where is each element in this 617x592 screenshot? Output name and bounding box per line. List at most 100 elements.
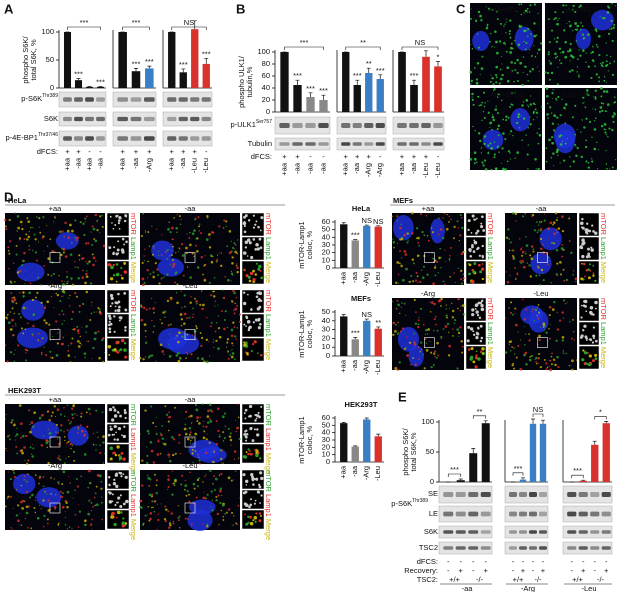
puncta xyxy=(143,255,145,257)
x-tick-label: -aa xyxy=(73,157,82,169)
puncta xyxy=(198,456,200,458)
puncta xyxy=(96,221,98,223)
inset-puncta xyxy=(581,358,585,362)
puncta xyxy=(84,217,87,220)
cell-line-title: HeLa xyxy=(8,196,27,205)
puncta xyxy=(226,350,230,353)
error-bar xyxy=(76,78,81,81)
puncta xyxy=(45,439,48,442)
puncta xyxy=(49,350,52,353)
nucleus xyxy=(55,232,79,250)
puncta xyxy=(506,236,509,240)
puncta xyxy=(606,11,610,14)
puncta xyxy=(605,129,607,131)
puncta xyxy=(453,322,456,324)
inset-puncta xyxy=(589,306,594,310)
puncta xyxy=(167,475,170,477)
puncta xyxy=(605,163,608,165)
panel-label: B xyxy=(236,1,245,16)
y-tick-label: 40 xyxy=(322,316,330,325)
x-tick-label: +aa xyxy=(341,162,350,176)
blot-label: S6K xyxy=(44,114,58,123)
puncta xyxy=(14,439,17,441)
puncta xyxy=(576,146,579,150)
puncta xyxy=(540,42,543,45)
puncta xyxy=(521,246,523,248)
puncta xyxy=(94,331,97,335)
inset-puncta xyxy=(476,248,479,251)
puncta xyxy=(149,512,153,515)
puncta xyxy=(545,252,549,255)
channel-name: Merge xyxy=(264,262,273,283)
puncta xyxy=(434,259,437,262)
puncta xyxy=(489,121,492,125)
puncta xyxy=(203,360,206,363)
puncta xyxy=(40,444,42,446)
puncta xyxy=(531,68,534,71)
puncta xyxy=(396,215,399,218)
blot-label: p-ULK1Ser757 xyxy=(230,119,272,129)
puncta xyxy=(405,346,407,349)
puncta xyxy=(146,277,149,279)
puncta xyxy=(65,501,68,504)
inset-puncta xyxy=(246,320,251,324)
puncta xyxy=(411,211,414,215)
inset-puncta xyxy=(247,521,250,524)
puncta xyxy=(423,234,426,237)
inset-puncta xyxy=(242,301,247,306)
puncta xyxy=(548,138,551,142)
puncta xyxy=(147,506,150,508)
puncta xyxy=(512,254,514,257)
puncta xyxy=(29,227,31,229)
puncta xyxy=(451,309,455,313)
dfcs-sign: + xyxy=(282,152,287,161)
inset-puncta xyxy=(113,408,116,411)
puncta xyxy=(217,347,220,351)
puncta xyxy=(575,154,578,158)
puncta xyxy=(21,264,24,267)
puncta xyxy=(484,102,486,104)
puncta xyxy=(233,515,235,517)
puncta xyxy=(493,153,496,156)
puncta xyxy=(477,46,481,49)
puncta xyxy=(85,215,88,218)
puncta xyxy=(233,312,236,315)
puncta xyxy=(568,217,571,220)
puncta xyxy=(71,229,74,233)
puncta xyxy=(417,241,420,244)
puncta xyxy=(578,49,580,51)
inset-puncta xyxy=(257,225,260,229)
puncta xyxy=(569,49,572,52)
significance: *** xyxy=(145,57,154,66)
puncta xyxy=(87,512,91,516)
puncta xyxy=(483,105,486,108)
puncta xyxy=(32,335,34,337)
puncta xyxy=(401,278,405,282)
inset-puncta xyxy=(123,425,126,428)
puncta xyxy=(571,55,575,59)
puncta xyxy=(27,459,30,462)
inset-puncta xyxy=(107,433,111,437)
puncta xyxy=(205,425,208,428)
puncta xyxy=(150,354,154,357)
puncta xyxy=(193,255,195,257)
blot-band xyxy=(144,136,155,141)
inset-puncta xyxy=(258,237,262,241)
blot xyxy=(274,116,331,135)
puncta xyxy=(556,148,559,151)
puncta xyxy=(93,238,96,240)
puncta xyxy=(554,130,556,132)
puncta xyxy=(569,60,571,62)
puncta xyxy=(63,235,66,238)
puncta xyxy=(15,514,19,517)
blot-band xyxy=(397,122,407,129)
puncta xyxy=(84,221,87,223)
puncta xyxy=(396,333,399,336)
puncta xyxy=(167,485,170,489)
puncta xyxy=(59,413,62,416)
puncta xyxy=(74,266,77,268)
puncta xyxy=(549,62,553,65)
inset-puncta xyxy=(123,261,127,265)
puncta xyxy=(206,214,209,218)
puncta xyxy=(184,517,187,520)
